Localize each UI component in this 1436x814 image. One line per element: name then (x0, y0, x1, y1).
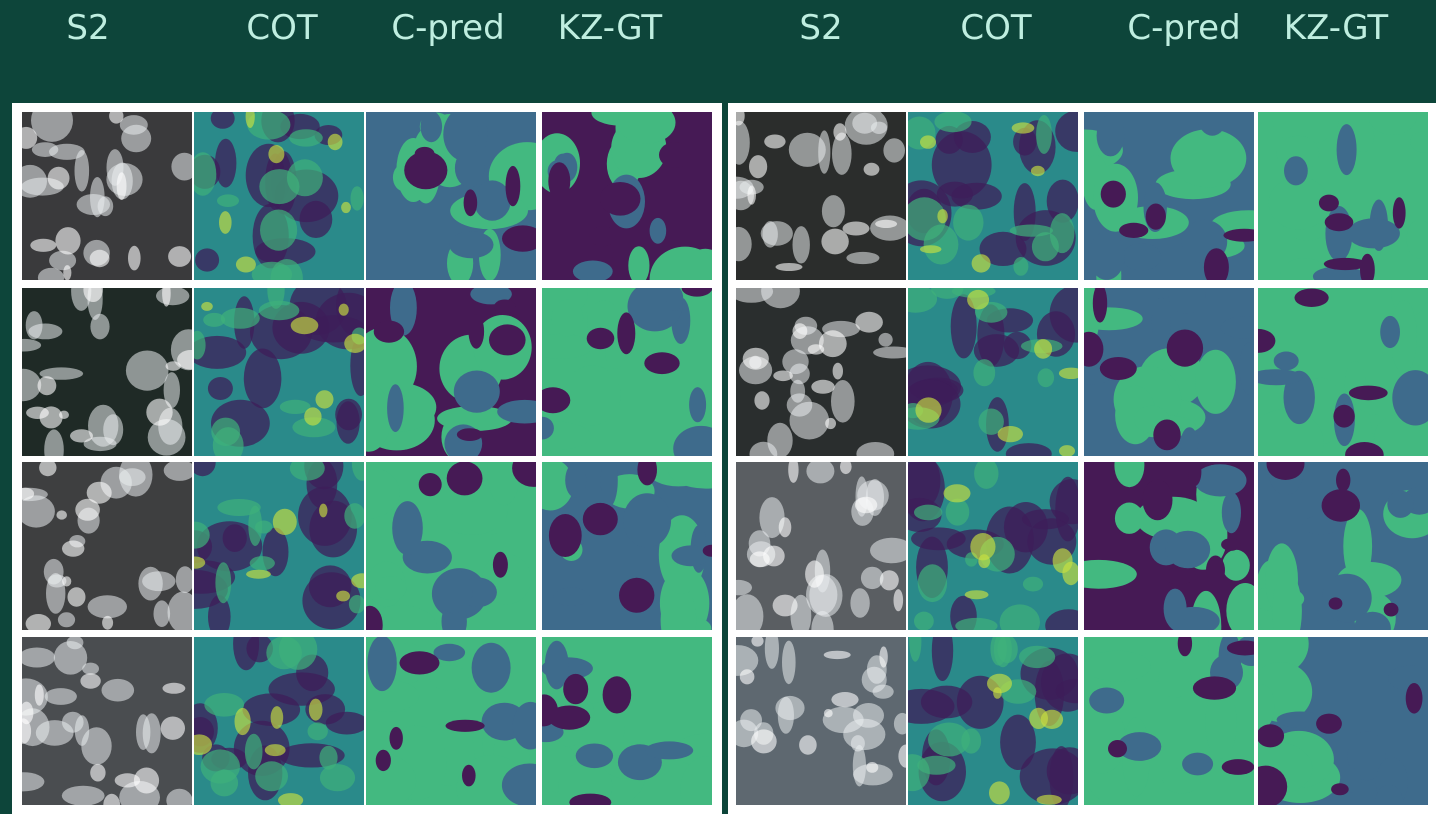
s2-satellite-image-right-row-1 (736, 112, 906, 280)
ground-truth-mask-right-row-2 (1258, 288, 1428, 456)
ground-truth-mask-right-row-4 (1258, 637, 1428, 805)
cot-map-left-row-3 (194, 462, 364, 630)
cloud-prediction-mask-left-row-2 (366, 288, 536, 456)
ground-truth-mask-right-row-1 (1258, 112, 1428, 280)
col-header-kzgt-right: KZ-GT (1283, 8, 1389, 48)
col-header-cpred-right: C-pred (1127, 8, 1241, 48)
s2-satellite-image-right-row-3 (736, 462, 906, 630)
s2-satellite-image-right-row-2 (736, 288, 906, 456)
cot-map-left-row-2 (194, 288, 364, 456)
column-header-bar: S2 COT C-pred KZ-GT S2 COT C-pred KZ-GT (0, 0, 1436, 100)
s2-satellite-image-left-row-4 (22, 637, 192, 805)
cot-map-left-row-4 (194, 637, 364, 805)
cloud-prediction-mask-right-row-1 (1084, 112, 1254, 280)
s2-satellite-image-left-row-3 (22, 462, 192, 630)
cot-map-right-row-2 (908, 288, 1078, 456)
ground-truth-mask-left-row-3 (542, 462, 712, 630)
cloud-prediction-mask-left-row-4 (366, 637, 536, 805)
cloud-prediction-mask-right-row-2 (1084, 288, 1254, 456)
s2-satellite-image-right-row-4 (736, 637, 906, 805)
s2-satellite-image-left-row-1 (22, 112, 192, 280)
ground-truth-mask-left-row-1 (542, 112, 712, 280)
ground-truth-mask-left-row-2 (542, 288, 712, 456)
cloud-prediction-mask-left-row-1 (366, 112, 536, 280)
col-header-cpred-left: C-pred (391, 8, 505, 48)
col-header-cot-left: COT (246, 8, 318, 48)
cot-map-right-row-1 (908, 112, 1078, 280)
ground-truth-mask-right-row-3 (1258, 462, 1428, 630)
cloud-prediction-mask-right-row-4 (1084, 637, 1254, 805)
col-header-s2-left: S2 (66, 8, 110, 48)
cloud-prediction-mask-right-row-3 (1084, 462, 1254, 630)
ground-truth-mask-left-row-4 (542, 637, 712, 805)
col-header-s2-right: S2 (799, 8, 843, 48)
cot-map-right-row-3 (908, 462, 1078, 630)
s2-satellite-image-left-row-2 (22, 288, 192, 456)
cloud-prediction-mask-left-row-3 (366, 462, 536, 630)
col-header-cot-right: COT (960, 8, 1032, 48)
cot-map-right-row-4 (908, 637, 1078, 805)
col-header-kzgt-left: KZ-GT (557, 8, 663, 48)
cot-map-left-row-1 (194, 112, 364, 280)
